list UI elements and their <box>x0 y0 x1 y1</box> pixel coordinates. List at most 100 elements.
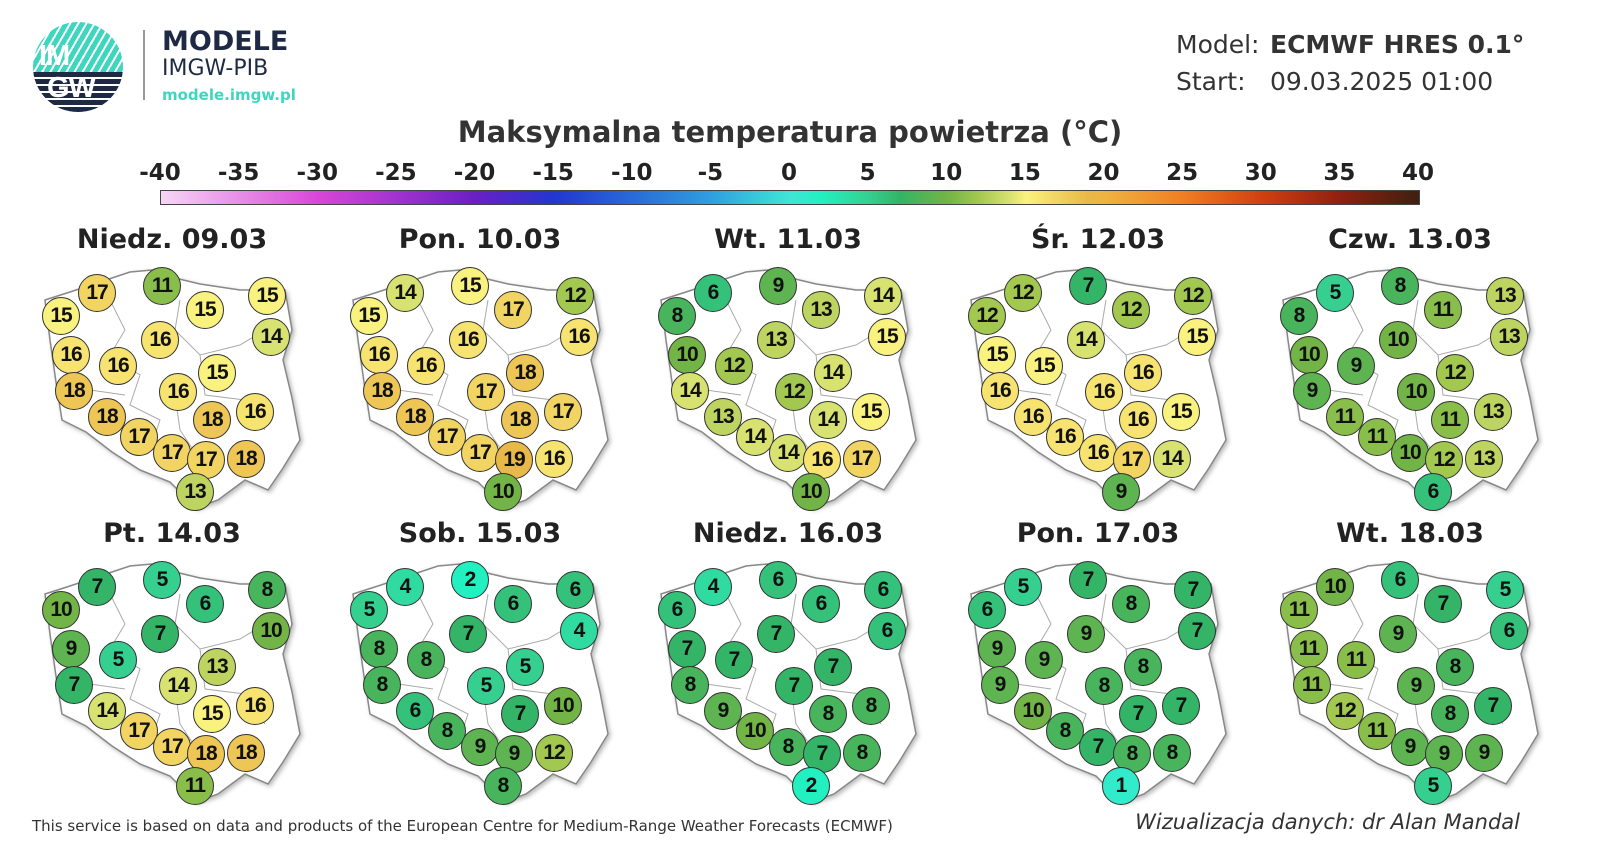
temperature-marker: 17 <box>544 393 582 431</box>
temperature-marker: 16 <box>1046 418 1084 456</box>
temperature-marker: 5 <box>350 591 388 629</box>
temperature-marker: 12 <box>1326 692 1364 730</box>
temperature-marker: 7 <box>1069 267 1107 305</box>
colorbar-tick-label: -25 <box>375 160 417 186</box>
temperature-marker: 16 <box>236 393 274 431</box>
temperature-marker: 10 <box>544 687 582 725</box>
colorbar-tick-label: 25 <box>1166 160 1199 186</box>
temperature-marker: 9 <box>981 666 1019 704</box>
temperature-marker: 11 <box>1290 630 1328 668</box>
visualization-credit: Wizualizacja danych: dr Alan Mandal <box>1135 810 1520 834</box>
colorbar-tick-label: -35 <box>217 160 260 186</box>
temperature-marker: 14 <box>386 274 424 312</box>
temperature-marker: 11 <box>176 767 214 805</box>
temperature-marker: 4 <box>386 568 424 606</box>
colorbar-tick-label: -20 <box>453 160 496 186</box>
temperature-marker: 6 <box>1490 612 1528 650</box>
temperature-marker: 12 <box>1004 274 1042 312</box>
temperature-marker: 15 <box>198 354 236 392</box>
temperature-marker: 19 <box>495 441 533 479</box>
temperature-marker: 10 <box>1290 336 1328 374</box>
temperature-marker: 11 <box>1293 666 1331 704</box>
temperature-marker: 15 <box>248 277 286 315</box>
temperature-marker: 11 <box>1326 398 1364 436</box>
colorbar-tick-label: 15 <box>1008 160 1041 186</box>
temperature-marker: 11 <box>1337 641 1375 679</box>
temperature-marker: 18 <box>227 440 265 478</box>
temperature-marker: 9 <box>759 267 797 305</box>
temperature-marker: 11 <box>1358 418 1396 456</box>
temperature-marker: 16 <box>1014 398 1052 436</box>
temperature-marker: 17 <box>78 274 116 312</box>
day-title: Sob. 15.03 <box>398 518 562 549</box>
colorbar-tick-label: 40 <box>1401 160 1435 186</box>
day-title: Czw. 13.03 <box>1328 224 1492 255</box>
temperature-marker: 10 <box>1391 434 1429 472</box>
temperature-marker: 14 <box>88 692 126 730</box>
temperature-marker: 6 <box>864 571 902 609</box>
temperature-marker: 7 <box>78 568 116 606</box>
temperature-marker: 10 <box>42 591 80 629</box>
temperature-marker: 8 <box>852 687 890 725</box>
temperature-marker: 5 <box>99 641 137 679</box>
temperature-marker: 16 <box>99 347 137 385</box>
colorbar-tick-label: 10 <box>930 160 963 186</box>
temperature-marker: 9 <box>52 630 90 668</box>
temperature-marker: 16 <box>1085 373 1123 411</box>
temperature-marker: 7 <box>449 615 487 653</box>
temperature-marker: 18 <box>501 401 539 439</box>
day-title: Wt. 11.03 <box>714 224 862 255</box>
temperature-marker: 6 <box>494 585 532 623</box>
temperature-marker: 5 <box>1316 274 1354 312</box>
temperature-marker: 17 <box>494 291 532 329</box>
temperature-marker: 7 <box>1424 585 1462 623</box>
temperature-marker: 10 <box>792 473 830 511</box>
temperature-marker: 18 <box>506 354 544 392</box>
temperature-marker: 14 <box>809 401 847 439</box>
temperature-marker: 17 <box>120 712 158 750</box>
temperature-marker: 14 <box>671 372 709 410</box>
temperature-marker: 13 <box>1490 318 1528 356</box>
temperature-marker: 5 <box>1414 767 1452 805</box>
temperature-marker: 17 <box>153 728 191 766</box>
temperature-marker: 7 <box>803 735 841 773</box>
temperature-marker: 16 <box>803 441 841 479</box>
temperature-marker: 7 <box>1119 695 1157 733</box>
day-title: Pon. 10.03 <box>398 224 562 255</box>
colorbar-tick-label: 5 <box>859 160 876 186</box>
temperature-marker: 14 <box>769 434 807 472</box>
temperature-marker: 2 <box>792 767 830 805</box>
chart-title: Maksymalna temperatura powietrza (°C) <box>457 115 1123 149</box>
temperature-marker: 10 <box>1397 373 1435 411</box>
temperature-marker: 10 <box>252 612 290 650</box>
brand-url[interactable]: modele.imgw.pl <box>162 86 296 104</box>
brand-title: MODELE <box>162 26 289 57</box>
temperature-marker: 16 <box>407 347 445 385</box>
temperature-marker: 13 <box>1486 277 1524 315</box>
temperature-marker: 15 <box>1178 318 1216 356</box>
temperature-marker: 2 <box>451 561 489 599</box>
temperature-marker: 8 <box>484 767 522 805</box>
temperature-marker: 14 <box>1153 440 1191 478</box>
temperature-marker: 13 <box>1465 440 1503 478</box>
temperature-marker: 16 <box>535 440 573 478</box>
temperature-marker: 7 <box>1079 728 1117 766</box>
temperature-marker: 7 <box>55 666 93 704</box>
temperature-marker: 13 <box>757 321 795 359</box>
colorbar-tick-label: -40 <box>139 160 181 186</box>
temperature-marker: 5 <box>467 667 505 705</box>
temperature-marker: 8 <box>1153 734 1191 772</box>
logo-text-top: IM <box>39 40 70 72</box>
temperature-marker: 9 <box>978 630 1016 668</box>
temperature-marker: 6 <box>658 591 696 629</box>
ecmwf-attribution: This service is based on data and produc… <box>32 817 893 835</box>
temperature-marker: 10 <box>484 473 522 511</box>
temperature-marker: 12 <box>556 277 594 315</box>
temperature-marker: 17 <box>428 418 466 456</box>
temperature-marker: 7 <box>141 615 179 653</box>
temperature-marker: 7 <box>1178 612 1216 650</box>
model-label: Model: <box>1176 30 1260 59</box>
temperature-marker: 6 <box>968 591 1006 629</box>
temperature-marker: 9 <box>1337 347 1375 385</box>
temperature-marker: 7 <box>668 630 706 668</box>
